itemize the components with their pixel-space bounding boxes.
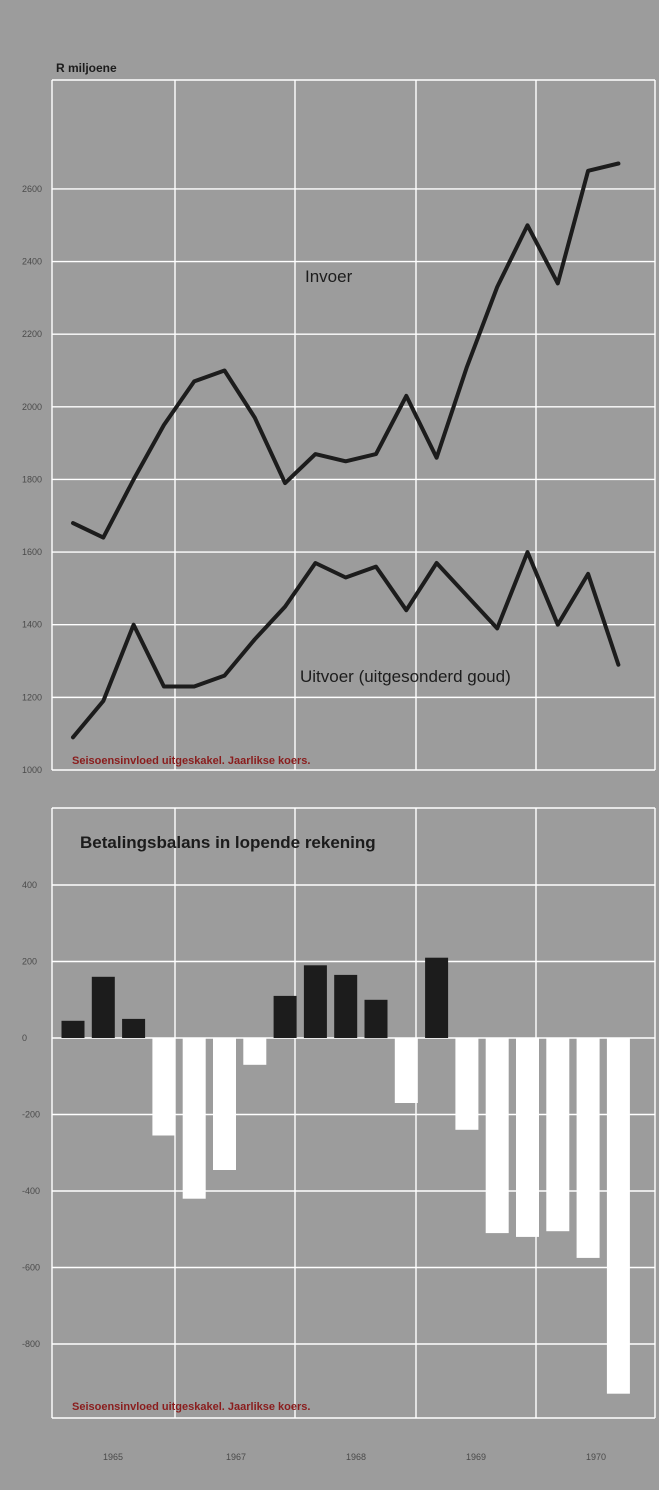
bottom-y-tick-label: 0 (22, 1033, 27, 1043)
bottom-y-tick-label: -400 (22, 1186, 40, 1196)
bottom-y-tick-label: 200 (22, 957, 37, 967)
bar-negative (213, 1038, 236, 1170)
top-y-tick-label: 2600 (22, 184, 42, 194)
bar-negative (243, 1038, 267, 1065)
x-tick-label: 1970 (586, 1452, 606, 1462)
bottom-panel-note: Seisoensinvloed uitgeskakel. Jaarlikse k… (72, 1401, 310, 1413)
bar-negative (516, 1038, 539, 1237)
bar-positive (91, 976, 115, 1038)
x-tick-label: 1968 (346, 1452, 366, 1462)
x-tick-label: 1965 (103, 1452, 123, 1462)
bar-positive (334, 974, 358, 1038)
bar-negative (152, 1038, 176, 1136)
top-panel-note: Seisoensinvloed uitgeskakel. Jaarlikse k… (72, 755, 310, 767)
bottom-y-tick-label: -800 (22, 1339, 40, 1349)
bar-positive (425, 957, 449, 1038)
bar-positive (364, 999, 388, 1039)
top-y-tick-label: 1000 (22, 765, 42, 775)
series-label-uitvoer: Uitvoer (uitgesonderd goud) (300, 667, 511, 686)
top-y-tick-label: 1400 (22, 620, 42, 630)
bar-negative (606, 1038, 630, 1394)
bottom-y-tick-label: -600 (22, 1263, 40, 1273)
top-y-tick-label: 1200 (22, 692, 42, 702)
bar-positive (273, 995, 297, 1038)
bar-negative (485, 1038, 509, 1234)
x-tick-label: 1967 (226, 1452, 246, 1462)
bottom-y-tick-label: -200 (22, 1110, 40, 1120)
bottom-y-tick-label: 400 (22, 880, 37, 890)
bar-positive (303, 965, 327, 1038)
top-panel-grid (51, 79, 656, 771)
bottom-chart-title: Betalingsbalans in lopende rekening (80, 833, 376, 852)
x-tick-label: 1969 (466, 1452, 486, 1462)
bar-negative (455, 1038, 479, 1130)
top-y-tick-label: 2400 (22, 257, 42, 267)
bar-negative (576, 1038, 600, 1258)
top-y-axis-label: R miljoene (56, 61, 117, 75)
bar-positive (61, 1020, 85, 1038)
bar-negative (182, 1038, 206, 1199)
bar-negative (546, 1038, 570, 1232)
series-line-uitvoer (71, 550, 621, 740)
top-y-tick-label: 1600 (22, 547, 42, 557)
top-y-tick-label: 2000 (22, 402, 42, 412)
bar-positive (122, 1018, 146, 1038)
series-line-invoer (71, 161, 621, 540)
series-label-invoer: Invoer (305, 267, 353, 286)
bar-negative (394, 1038, 418, 1103)
top-y-tick-label: 1800 (22, 474, 42, 484)
top-y-tick-label: 2200 (22, 329, 42, 339)
